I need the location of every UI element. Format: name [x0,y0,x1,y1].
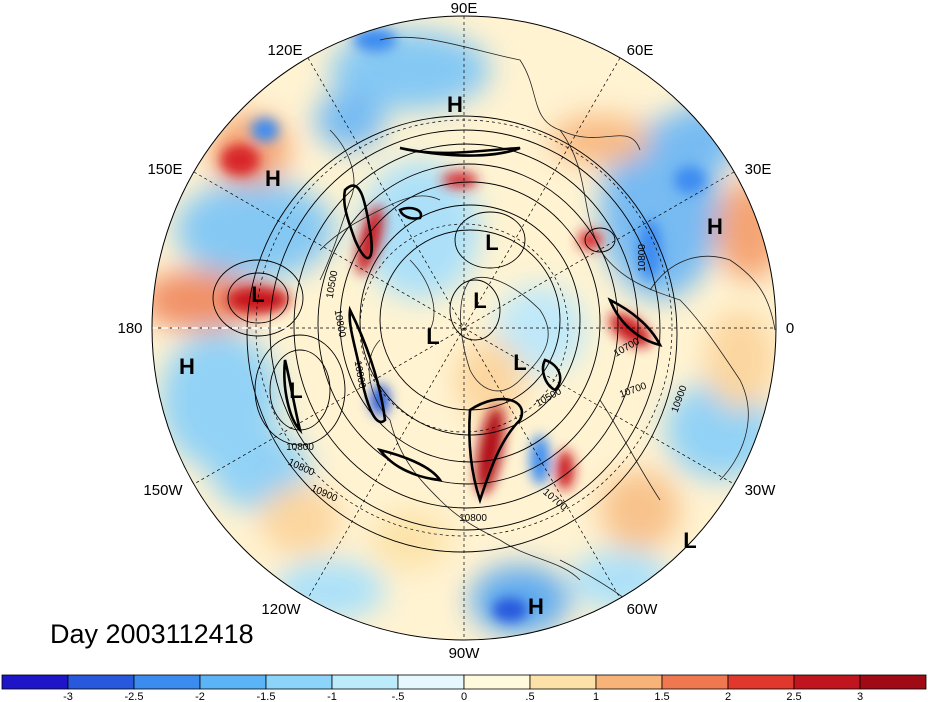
contour-label: 10800 [286,442,314,453]
colorbar-ticks: -3 -2.5 -2 -1.5 -1 -.5 0 .5 1 1.5 2 2.5 3 [63,691,863,702]
colorbar-tick-label: 1 [593,691,599,702]
longitude-labels: 90E 120E 60E 150E 30E 180 0 150W 30W 120… [117,0,794,662]
colorbar-box [727,674,795,690]
lon-label-bottom: 90W [449,645,481,662]
jet-contours [283,146,663,505]
pressure-center-label: H [707,214,723,239]
pressure-center-label: L [251,282,264,307]
colorbar-tick-label: .5 [525,691,534,702]
colorbar-tick-label: -1.5 [257,691,276,702]
colorbar-box [67,674,135,690]
colorbar-box [661,674,729,690]
colorbar-box [265,674,333,690]
colorbar-box [199,674,267,690]
colorbar-box [529,674,597,690]
map-boundary [151,15,777,641]
pressure-center-label: L [473,288,486,313]
contour-label: 10800 [459,513,487,524]
pressure-center-label: H [528,594,544,619]
pressure-center-label: L [426,324,439,349]
colorbar-tick-label: -2.5 [125,691,144,702]
lon-label-upper-left: 120E [267,42,302,59]
colorbar-tick-label: -3 [63,691,73,702]
colorbar-tick-label: 2.5 [786,691,801,702]
colorbar-tick-label: 0 [461,691,467,702]
colorbar-tick-label: 3 [857,691,863,702]
contour-label: 10500 [325,269,341,299]
colorbar-tick-label: -2 [195,691,205,702]
colorbar-box [331,674,399,690]
colorbar-box [595,674,663,690]
colorbar-box [793,674,861,690]
lon-label-right-upper: 30E [745,161,772,178]
lon-label-left-lower: 150W [143,482,183,499]
contour-label: 10800 [637,244,648,272]
pressure-center-label: L [683,528,696,553]
colorbar-tick-label: 1.5 [654,691,669,702]
pressure-center-label: L [513,350,526,375]
colorbar-box [1,674,69,690]
pressure-center-label: L [485,230,498,255]
colorbar: -3 -2.5 -2 -1.5 -1 -.5 0 .5 1 1.5 2 2.5 3 [1,674,927,702]
pressure-center-label: L [289,378,302,403]
lon-label-upper-right: 60E [627,42,654,59]
polar-map: 90E 120E 60E 150E 30E 180 0 150W 30W 120… [117,0,794,662]
lon-label-lower-right: 60W [627,601,659,618]
colorbar-boxes [1,674,927,690]
colorbar-box [463,674,531,690]
colorbar-box [859,674,927,690]
pressure-center-label: H [447,92,463,117]
pressure-centers: H H L H L L L L H L L H [179,92,723,619]
colorbar-tick-label: -.5 [392,691,405,702]
coastlines [319,36,776,621]
contour-label: 10800 [332,309,348,339]
height-contours [212,115,678,553]
colorbar-tick-label: 2 [725,691,731,702]
contour-label: 10800 [352,360,368,390]
lon-label-left: 180 [117,320,142,337]
pressure-center-label: H [265,166,281,191]
lon-label-lower-left: 120W [261,601,301,618]
colorbar-box [397,674,465,690]
lon-label-right-lower: 30W [745,482,777,499]
day-label: Day 2003112418 [50,619,254,649]
colorbar-box [133,674,201,690]
lon-label-top: 90E [451,0,478,17]
colorbar-tick-label: -1 [327,691,337,702]
lon-label-left-upper: 150E [147,161,182,178]
pressure-center-label: H [179,354,195,379]
lon-label-right: 0 [786,320,794,337]
